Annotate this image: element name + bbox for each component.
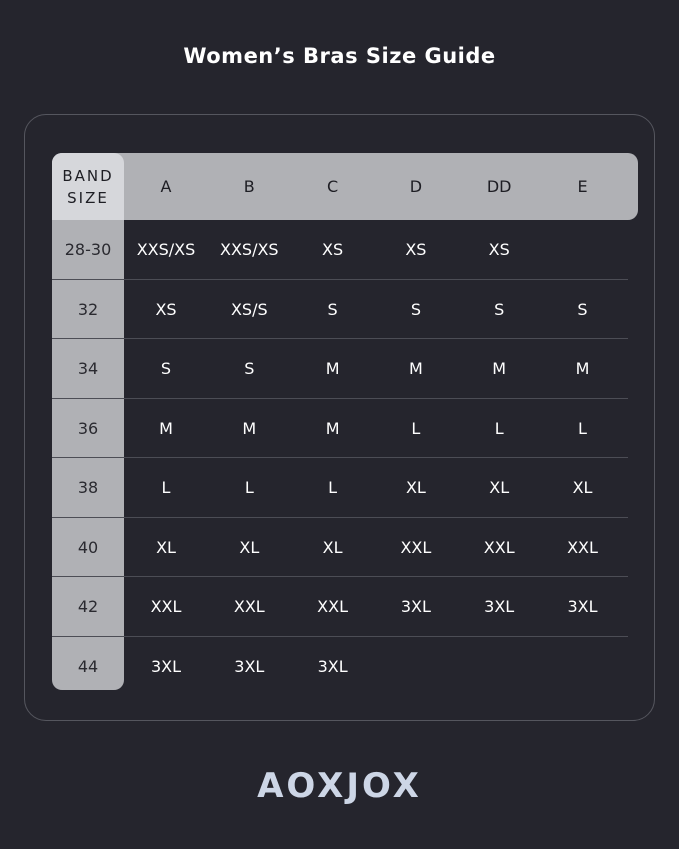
cup-header-e: E: [577, 177, 588, 196]
band-size-cell: 34: [77, 359, 99, 379]
size-cell: XS: [155, 299, 177, 319]
size-cell: S: [244, 359, 255, 379]
band-size-cell: 36: [77, 418, 99, 438]
size-cell: XXS/XS: [220, 240, 279, 260]
cup-header-bar: [52, 153, 638, 220]
size-cell: 3XL: [234, 656, 265, 676]
size-cell: XXS/XS: [136, 240, 196, 260]
size-cell: XL: [156, 537, 176, 557]
table-row: 40 XL XL XL XXL XXL XXL: [52, 518, 628, 577]
size-cell: 3XL: [567, 597, 598, 617]
size-cell: XS/S: [230, 299, 268, 319]
cup-header-dd: DD: [486, 177, 512, 196]
row-divider: [52, 457, 628, 458]
size-cell: M: [492, 359, 507, 379]
band-size-cell: 40: [77, 537, 99, 557]
size-cell: M: [159, 418, 173, 438]
size-cell: [541, 220, 625, 280]
size-cell: M: [325, 359, 340, 379]
band-size-cell: 44: [77, 656, 99, 676]
cup-header-d: D: [409, 177, 423, 196]
size-cell: L: [328, 478, 338, 498]
band-size-cell: 42: [77, 597, 99, 617]
band-size-cell: 32: [77, 299, 99, 319]
band-size-cell: 38: [77, 478, 99, 498]
size-cell: L: [161, 478, 171, 498]
size-cell: L: [494, 418, 504, 438]
row-divider: [52, 576, 628, 577]
row-divider: [52, 516, 628, 518]
size-cell: 3XL: [400, 597, 431, 617]
size-cell: XL: [322, 537, 343, 557]
table-row: 34 S S M M M M: [52, 339, 628, 399]
size-cell: M: [242, 418, 257, 438]
size-cell: [541, 637, 625, 697]
size-cell: XL: [572, 478, 593, 498]
size-cell: XXL: [483, 537, 515, 557]
size-cell: S: [494, 299, 505, 319]
size-cell: M: [408, 359, 423, 379]
size-cell: XL: [489, 478, 510, 498]
size-cell: S: [577, 299, 588, 319]
size-cell: 3XL: [150, 656, 182, 676]
page-title: Women’s Bras Size Guide: [183, 44, 496, 68]
size-cell: L: [244, 478, 254, 498]
band-size-column: [52, 153, 124, 690]
band-size-header: BAND SIZE: [52, 153, 124, 220]
size-cell: XXL: [400, 537, 432, 557]
table-row: 44 3XL 3XL 3XL: [52, 637, 628, 697]
size-cell: XS: [322, 240, 344, 260]
row-divider: [52, 635, 628, 637]
size-cell: L: [411, 418, 421, 438]
row-divider: [52, 397, 628, 399]
table-row: 32 XS XS/S S S S S: [52, 280, 628, 339]
row-divider: [52, 338, 628, 339]
size-cell: S: [160, 359, 172, 379]
size-cell: [374, 637, 458, 697]
cup-header-b: B: [243, 177, 255, 196]
size-cell: S: [410, 299, 421, 319]
size-cell: XXL: [150, 597, 182, 617]
size-cell: XXL: [317, 597, 349, 617]
size-cell: L: [578, 418, 587, 438]
table-row: 42 XXL XXL XXL 3XL 3XL 3XL: [52, 577, 628, 637]
table-row: 28-30 XXS/XS XXS/XS XS XS XS: [52, 220, 628, 280]
size-cell: S: [327, 299, 338, 319]
table-row: 36 M M M L L L: [52, 399, 628, 458]
size-cell: XL: [405, 478, 426, 498]
size-table-card: [24, 114, 655, 721]
band-size-cell: 28-30: [64, 240, 112, 260]
cup-header-a: A: [160, 177, 172, 196]
size-cell: XXL: [567, 537, 598, 557]
size-cell: M: [575, 359, 590, 379]
size-cell: 3XL: [317, 656, 348, 676]
size-cell: XS: [405, 240, 427, 260]
table-row: 38 L L L XL XL XL: [52, 458, 628, 518]
size-cell: XS: [488, 240, 510, 260]
cup-header-c: C: [327, 177, 339, 196]
size-cell: [457, 637, 541, 697]
size-cell: 3XL: [484, 597, 515, 617]
size-cell: XL: [239, 537, 260, 557]
row-divider: [52, 278, 628, 280]
size-cell: M: [325, 418, 340, 438]
size-cell: XXL: [233, 597, 265, 617]
brand-logo: AOXJOX: [257, 766, 422, 806]
